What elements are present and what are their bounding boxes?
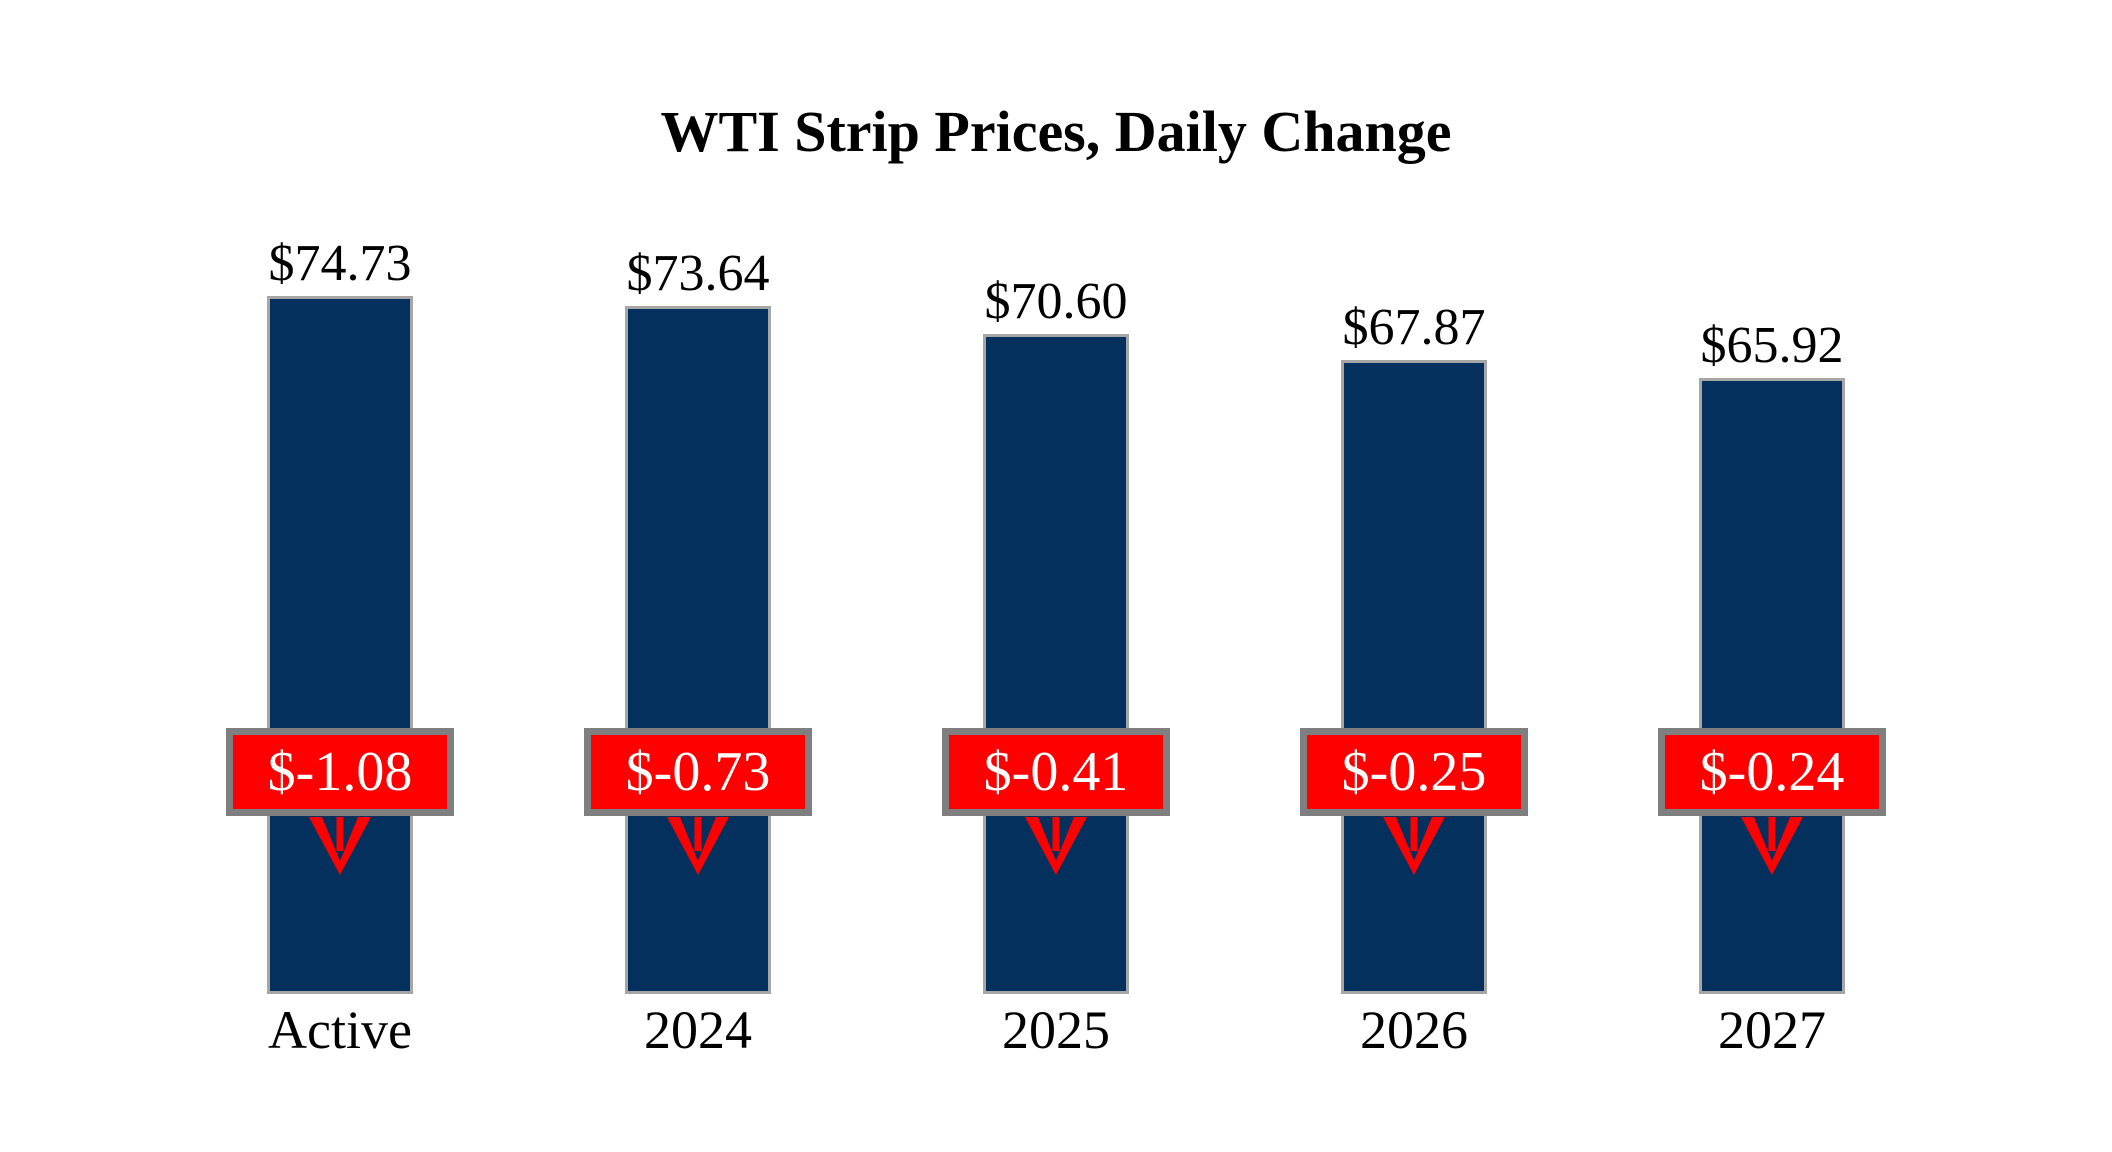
strip-price-label: $73.64 — [626, 245, 770, 303]
category-label: 2027 — [1718, 1000, 1826, 1060]
strip-price-label: $65.92 — [1700, 316, 1844, 374]
daily-change-label: $-1.08 — [267, 741, 413, 803]
category-label: Active — [268, 1000, 412, 1060]
daily-change-badge: $-0.24 — [1658, 728, 1886, 816]
bar-group: $73.64 $-0.73 2024 — [519, 0, 877, 1152]
strip-price-bar — [1341, 359, 1487, 994]
down-arrow-icon — [1383, 817, 1445, 875]
down-arrow-icon — [667, 817, 729, 875]
chart-title: WTI Strip Prices, Daily Change — [660, 99, 1452, 164]
daily-change-badge: $-0.25 — [1300, 728, 1528, 816]
daily-change-label: $-0.24 — [1699, 741, 1845, 803]
strip-price-label: $74.73 — [268, 235, 412, 293]
strip-price-bar — [267, 296, 413, 994]
daily-change-badge: $-0.73 — [584, 728, 812, 816]
strip-price-bar — [625, 306, 771, 994]
strip-price-bar — [1699, 377, 1845, 994]
strip-price-label: $70.60 — [984, 273, 1128, 331]
bar-group: $65.92 $-0.24 2027 — [1593, 0, 1951, 1152]
daily-change-label: $-0.73 — [625, 741, 771, 803]
bar-group: $67.87 $-0.25 2026 — [1235, 0, 1593, 1152]
daily-change-badge: $-1.08 — [226, 728, 454, 816]
daily-change-label: $-0.41 — [983, 741, 1129, 803]
strip-price-bar — [983, 334, 1129, 994]
down-arrow-icon — [1025, 817, 1087, 875]
bar-group: $74.73 $-1.08 Active — [161, 0, 519, 1152]
strip-price-label: $67.87 — [1342, 298, 1486, 356]
daily-change-label: $-0.25 — [1341, 741, 1487, 803]
daily-change-badge: $-0.41 — [942, 728, 1170, 816]
category-label: 2024 — [644, 1000, 752, 1060]
down-arrow-icon — [309, 817, 371, 875]
down-arrow-icon — [1741, 817, 1803, 875]
category-label: 2026 — [1360, 1000, 1468, 1060]
bar-group: $70.60 $-0.41 2025 — [877, 0, 1235, 1152]
category-label: 2025 — [1002, 1000, 1110, 1060]
